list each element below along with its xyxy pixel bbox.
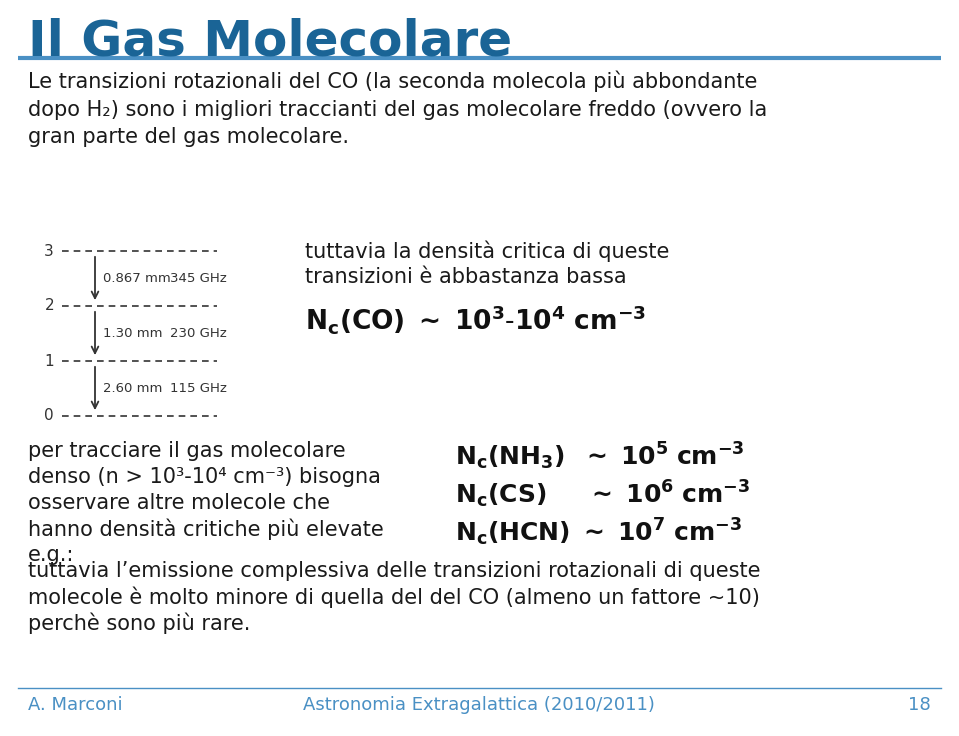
Text: $\mathbf{N_c(CO)\ \sim\ 10^3\text{-}10^4\ cm^{-3}}$: $\mathbf{N_c(CO)\ \sim\ 10^3\text{-}10^4… — [305, 303, 645, 336]
Text: 345 GHz: 345 GHz — [170, 272, 226, 285]
Text: 18: 18 — [908, 696, 931, 714]
Text: osservare altre molecole che: osservare altre molecole che — [28, 493, 330, 513]
Text: hanno densità critiche più elevate: hanno densità critiche più elevate — [28, 519, 384, 540]
Text: molecole è molto minore di quella del del CO (almeno un fattore ~10): molecole è molto minore di quella del de… — [28, 587, 760, 609]
Text: A. Marconi: A. Marconi — [28, 696, 123, 714]
Text: tuttavia la densità critica di queste: tuttavia la densità critica di queste — [305, 241, 669, 263]
Text: $\mathbf{N_c(CS)\ \ \ \ \ \sim\ 10^6\ cm^{-3}}$: $\mathbf{N_c(CS)\ \ \ \ \ \sim\ 10^6\ cm… — [455, 479, 750, 510]
Text: $\mathbf{N_c(HCN)\ \sim\ 10^7\ cm^{-3}}$: $\mathbf{N_c(HCN)\ \sim\ 10^7\ cm^{-3}}$ — [455, 517, 741, 548]
Text: Le transizioni rotazionali del CO (la seconda molecola più abbondante
dopo H₂) s: Le transizioni rotazionali del CO (la se… — [28, 71, 767, 147]
Text: per tracciare il gas molecolare: per tracciare il gas molecolare — [28, 441, 345, 461]
Text: 1: 1 — [44, 353, 54, 369]
Text: perchè sono più rare.: perchè sono più rare. — [28, 613, 250, 634]
Text: 2: 2 — [44, 299, 54, 314]
Text: 1.30 mm: 1.30 mm — [103, 327, 162, 340]
Text: 230 GHz: 230 GHz — [170, 327, 226, 340]
Text: Il Gas Molecolare: Il Gas Molecolare — [28, 18, 512, 66]
Text: 3: 3 — [44, 244, 54, 258]
Text: $\mathbf{N_c(NH_3)\ \ \sim\ 10^5\ cm^{-3}}$: $\mathbf{N_c(NH_3)\ \ \sim\ 10^5\ cm^{-3… — [455, 441, 744, 473]
Text: tuttavia l’emissione complessiva delle transizioni rotazionali di queste: tuttavia l’emissione complessiva delle t… — [28, 561, 760, 581]
Text: 0: 0 — [44, 408, 54, 423]
Text: transizioni è abbastanza bassa: transizioni è abbastanza bassa — [305, 267, 626, 287]
Text: 115 GHz: 115 GHz — [170, 382, 227, 395]
Text: e.g.:: e.g.: — [28, 545, 75, 565]
Text: 0.867 mm: 0.867 mm — [103, 272, 171, 285]
Text: denso (n > 10³-10⁴ cm⁻³) bisogna: denso (n > 10³-10⁴ cm⁻³) bisogna — [28, 467, 381, 487]
Text: Astronomia Extragalattica (2010/2011): Astronomia Extragalattica (2010/2011) — [303, 696, 655, 714]
Text: 2.60 mm: 2.60 mm — [103, 382, 162, 395]
